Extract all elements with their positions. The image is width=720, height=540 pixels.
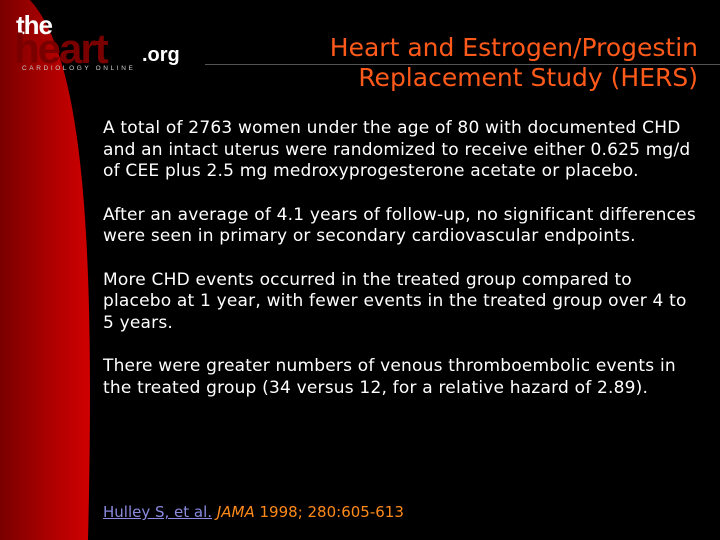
- red-arc-decoration: [0, 0, 90, 540]
- citation-authors-link[interactable]: Hulley S, et al.: [103, 503, 213, 521]
- citation-details: 1998; 280:605-613: [259, 503, 404, 521]
- body-paragraph: More CHD events occurred in the treated …: [103, 269, 687, 333]
- logo-tagline: CARDIOLOGY ONLINE: [22, 65, 136, 72]
- logo-the-text: the: [16, 10, 53, 40]
- slide-title: Heart and Estrogen/Progestin Replacement…: [329, 33, 698, 92]
- logo-heart-text: heart: [14, 25, 109, 72]
- slide-body: A total of 2763 women under the age of 8…: [103, 118, 703, 421]
- citation: Hulley S, et al. JAMA 1998; 280:605-613: [103, 502, 404, 522]
- body-paragraph: A total of 2763 women under the age of 8…: [103, 118, 691, 181]
- citation-journal: JAMA: [216, 503, 255, 521]
- logo-org-text: .org: [142, 44, 180, 66]
- body-paragraph: After an average of 4.1 years of follow-…: [103, 204, 696, 247]
- body-paragraph: There were greater numbers of venous thr…: [103, 356, 676, 398]
- title-divider: [205, 64, 720, 65]
- site-logo[interactable]: the heart .org CARDIOLOGY ONLINE: [14, 12, 204, 74]
